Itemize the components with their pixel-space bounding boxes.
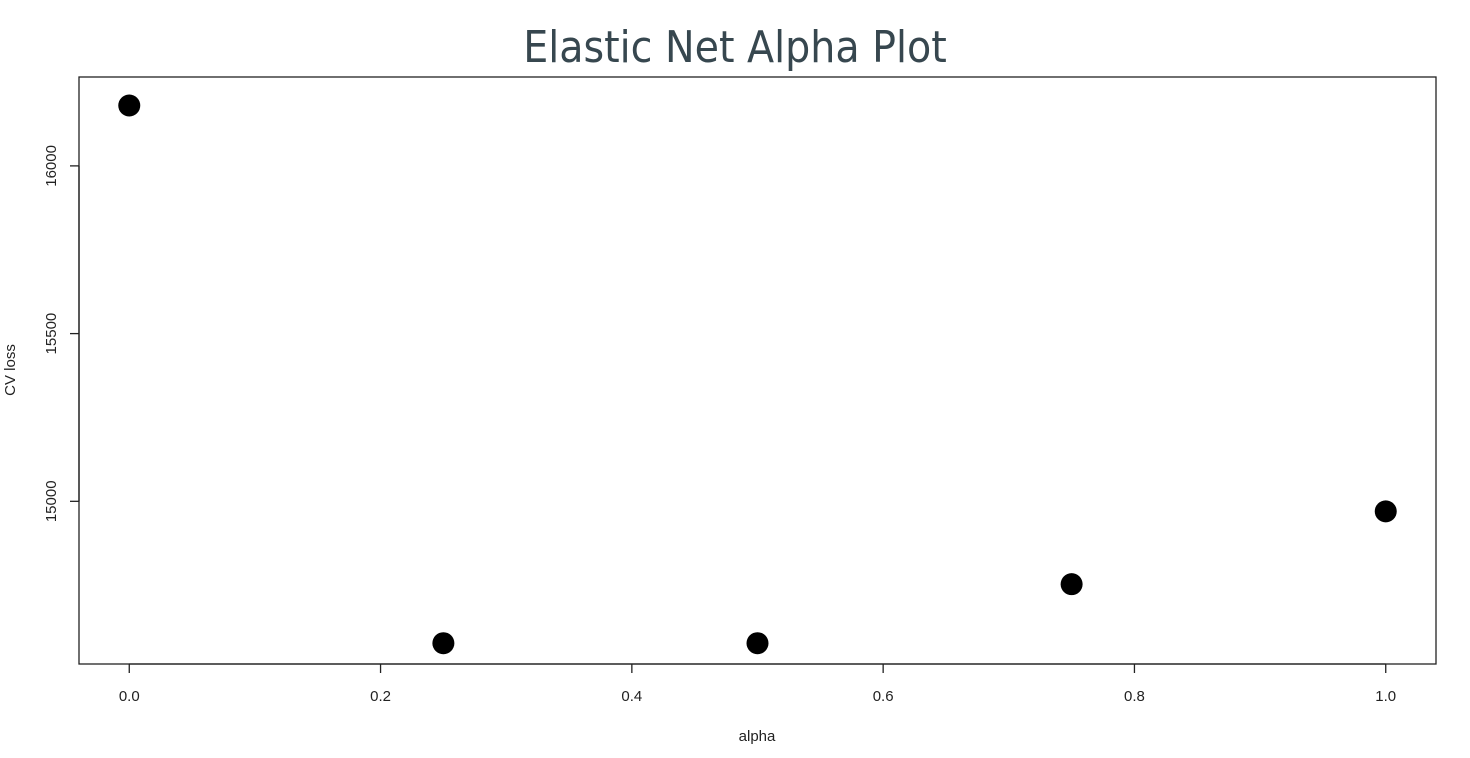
y-tick-label: 15000 <box>43 480 60 522</box>
chart-title: Elastic Net Alpha Plot <box>523 22 947 73</box>
x-tick-label: 0.6 <box>873 688 894 705</box>
y-tick-label: 15500 <box>43 313 60 355</box>
y-axis: 15000 15500 16000 <box>43 145 80 522</box>
data-point <box>1374 500 1397 523</box>
y-tick-label: 16000 <box>43 145 60 187</box>
x-axis-label: alpha <box>739 728 776 745</box>
x-tick-label: 0.2 <box>370 688 391 705</box>
data-point <box>746 632 769 655</box>
y-axis-label: CV loss <box>2 344 19 396</box>
x-tick-label: 0.4 <box>621 688 642 705</box>
x-tick-label: 0.0 <box>119 688 140 705</box>
data-point <box>118 94 141 117</box>
x-tick-label: 1.0 <box>1375 688 1396 705</box>
x-tick-label: 0.8 <box>1124 688 1145 705</box>
data-points <box>118 94 1397 655</box>
data-point <box>1060 573 1083 596</box>
x-axis: 0.0 0.2 0.4 0.6 0.8 1.0 <box>119 663 1396 705</box>
data-point <box>432 632 455 655</box>
plot-area <box>78 76 1437 665</box>
